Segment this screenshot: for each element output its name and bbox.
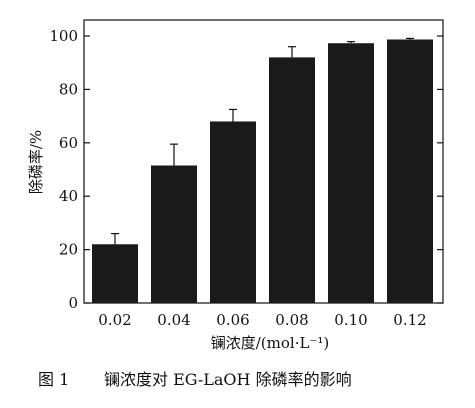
- y-tick-label: 40: [59, 187, 78, 205]
- x-tick-label: 0.02: [98, 311, 131, 329]
- x-axis-title: 镧浓度/(mol·L⁻¹): [211, 334, 329, 352]
- x-tick-label: 0.12: [393, 311, 426, 329]
- x-tick-label: 0.10: [334, 311, 367, 329]
- figure-caption-label: 图 1: [38, 370, 69, 389]
- x-tick-label: 0.08: [275, 311, 308, 329]
- bar: [210, 121, 256, 304]
- y-axis-title: 除磷率/%: [27, 130, 45, 194]
- y-tick-label: 100: [49, 27, 78, 45]
- figure-caption-text: 镧浓度对 EG-LaOH 除磷率的影响: [104, 370, 352, 389]
- x-tick-label: 0.04: [157, 311, 190, 329]
- y-tick-label: 20: [59, 241, 78, 259]
- plot-frame: [83, 19, 444, 304]
- y-tick-label: 80: [59, 80, 78, 98]
- y-axis-ticks: 0 20 40 60 80 100: [49, 27, 443, 312]
- bar: [328, 43, 374, 304]
- x-tick-label: 0.06: [216, 311, 249, 329]
- y-tick-label: 0: [68, 294, 78, 312]
- bar: [387, 39, 433, 303]
- bar: [151, 165, 197, 303]
- bar: [269, 57, 315, 304]
- bars: [92, 39, 433, 304]
- error-bars: [111, 37, 414, 245]
- bar: [92, 244, 138, 303]
- y-tick-label: 60: [59, 134, 78, 152]
- x-axis-ticks: 0.02 0.04 0.06 0.08 0.10 0.12: [98, 297, 427, 329]
